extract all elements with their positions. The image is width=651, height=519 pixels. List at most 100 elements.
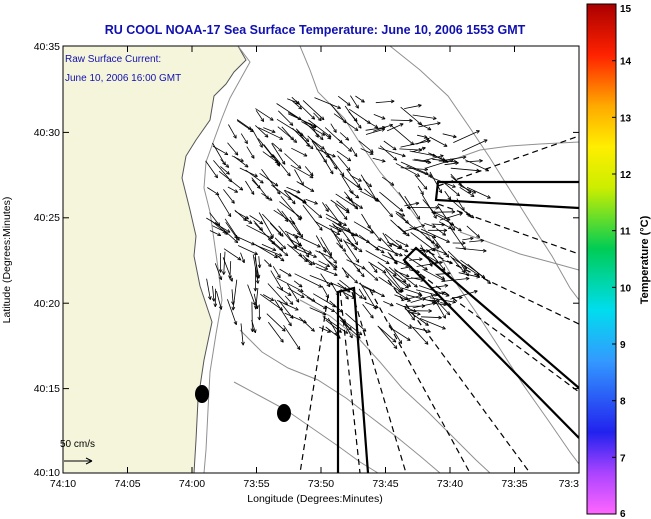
current-vector-head <box>399 123 404 127</box>
current-vector-head <box>291 200 296 205</box>
current-vector <box>447 250 468 270</box>
current-vector-head <box>451 226 455 231</box>
current-vector <box>420 316 442 319</box>
current-vector-head <box>298 283 303 288</box>
current-vector <box>429 297 456 303</box>
current-vector <box>418 285 450 297</box>
current-vector <box>338 139 352 152</box>
current-vector <box>387 251 398 265</box>
station-marker <box>277 404 291 422</box>
current-vector-head <box>462 155 467 160</box>
current-vector <box>382 232 392 247</box>
current-vector <box>441 180 460 197</box>
current-vector <box>368 261 387 274</box>
current-vector-head <box>325 208 329 212</box>
current-vector-head <box>276 190 281 195</box>
current-vector-head <box>374 277 379 281</box>
current-vector <box>246 146 255 159</box>
current-vector-head <box>239 186 244 191</box>
current-vector <box>365 126 386 131</box>
current-vector <box>240 133 248 144</box>
current-vector-head <box>332 303 337 308</box>
current-vector <box>308 119 332 138</box>
current-vector-head <box>334 331 339 336</box>
current-vector-head <box>284 252 289 257</box>
current-vector <box>427 255 439 263</box>
current-vector-head <box>473 290 478 294</box>
current-vector-head <box>342 222 347 226</box>
current-vector-head <box>487 280 491 285</box>
current-vector <box>383 301 394 307</box>
current-vector-head <box>316 244 321 248</box>
current-vector <box>214 263 222 280</box>
current-vector <box>315 266 338 276</box>
current-vector <box>251 177 269 200</box>
y-tick-label: 40:10 <box>34 467 60 479</box>
current-vector <box>420 244 433 267</box>
current-vector <box>373 114 386 120</box>
current-vector <box>228 124 237 139</box>
current-vector <box>274 237 286 250</box>
current-vector <box>255 110 265 122</box>
current-vector <box>465 211 475 219</box>
current-vector <box>315 262 328 270</box>
current-vector <box>298 103 315 120</box>
current-vector <box>378 276 402 293</box>
current-vector-head <box>389 123 393 128</box>
current-vector <box>409 324 429 345</box>
current-vector <box>268 237 284 251</box>
current-vector <box>327 154 345 177</box>
current-vector <box>263 127 276 133</box>
current-vector-head <box>362 296 367 301</box>
current-vector <box>400 161 429 175</box>
current-vector-head <box>278 148 283 152</box>
current-vector-head <box>349 334 353 339</box>
current-vector-head <box>423 266 428 271</box>
current-vector-head <box>347 157 352 162</box>
current-vector-head <box>310 327 315 332</box>
current-vector <box>379 145 398 161</box>
current-vector-head <box>423 185 428 190</box>
current-vector <box>435 299 451 316</box>
current-vector-head <box>427 160 432 164</box>
current-vector <box>315 250 333 259</box>
current-vector <box>261 192 273 201</box>
current-vector-head <box>338 308 343 313</box>
current-vector-head <box>311 261 316 265</box>
current-vector <box>414 227 435 244</box>
current-vector-head <box>447 196 452 201</box>
current-vector <box>365 250 390 265</box>
current-vector <box>302 120 324 140</box>
current-vector <box>360 148 374 155</box>
current-vector <box>383 140 397 151</box>
current-vector-head <box>326 263 331 267</box>
current-vector-head <box>401 153 406 158</box>
current-vector-head <box>224 231 228 235</box>
current-vector-head <box>326 283 331 288</box>
current-vector-head <box>229 277 233 282</box>
current-vector <box>391 125 415 146</box>
current-vector <box>395 211 405 217</box>
current-vector <box>287 283 300 303</box>
current-vector-head <box>355 258 360 263</box>
colorbar-tick-label: 15 <box>620 4 632 15</box>
current-vector-head <box>280 338 284 343</box>
current-vector-head <box>289 315 294 319</box>
current-vector <box>294 169 304 186</box>
current-vector-head <box>327 329 331 333</box>
current-vector-head <box>278 253 283 257</box>
current-vector <box>466 225 480 238</box>
current-vector-head <box>288 322 292 327</box>
y-tick-label: 40:35 <box>34 41 60 53</box>
current-vector-head <box>392 272 397 277</box>
current-vector <box>306 296 327 310</box>
current-vector-head <box>354 241 358 246</box>
current-vector <box>409 150 436 157</box>
current-vector-head <box>281 160 286 165</box>
current-vector-head <box>254 173 258 177</box>
current-vector <box>295 237 302 247</box>
current-vector-head <box>436 245 440 250</box>
current-vector <box>227 299 237 325</box>
current-vector <box>358 282 385 297</box>
current-vector <box>231 289 234 305</box>
